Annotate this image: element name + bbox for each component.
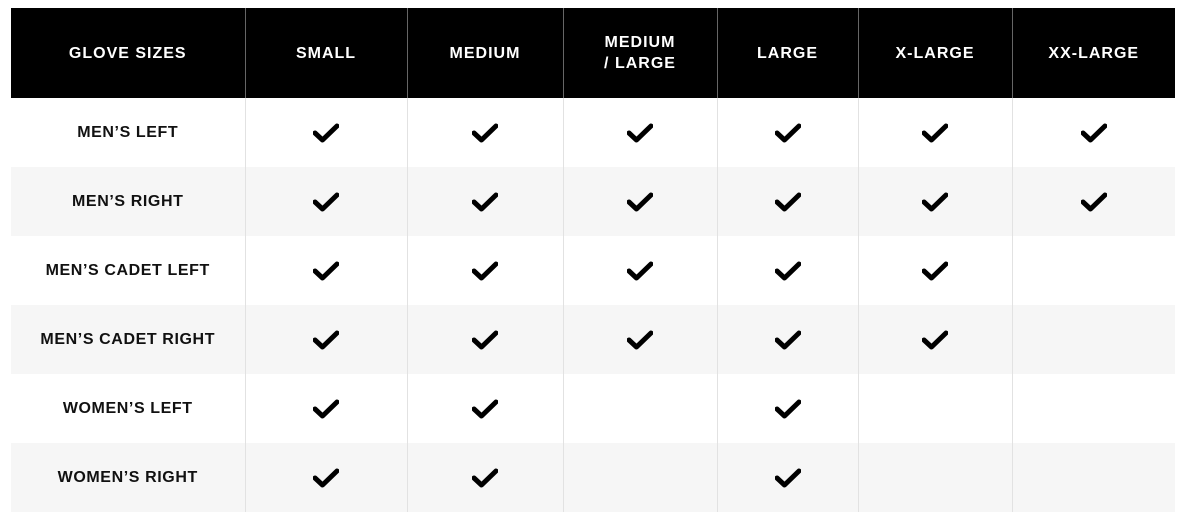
size-cell (562, 236, 717, 305)
checkmark-icon (472, 192, 498, 211)
size-cell (716, 374, 858, 443)
row-label: MEN’S CADET LEFT (45, 261, 210, 279)
size-cell (857, 305, 1012, 374)
checkmark-icon (313, 399, 339, 418)
checkmark-icon (472, 399, 498, 418)
size-cell (562, 305, 717, 374)
size-cell (244, 98, 407, 167)
checkmark-icon (922, 192, 948, 211)
size-cell (716, 236, 858, 305)
checkmark-icon (774, 399, 801, 418)
size-cell (716, 98, 858, 167)
table-row: MEN’S RIGHT (11, 167, 1175, 236)
size-cell (1011, 167, 1175, 236)
glove-size-table: GLOVE SIZES SMALL MEDIUM MEDIUM / LARGE … (11, 8, 1175, 512)
size-cell (1011, 374, 1175, 443)
size-cell (244, 236, 407, 305)
header-medium: MEDIUM (406, 8, 563, 98)
size-cell (562, 98, 717, 167)
size-cell (406, 167, 563, 236)
checkmark-icon (627, 192, 653, 211)
table-row: MEN’S CADET RIGHT (11, 305, 1175, 374)
size-cell (244, 305, 407, 374)
row-label: WOMEN’S RIGHT (11, 443, 245, 512)
size-cell (406, 236, 563, 305)
checkmark-icon (922, 261, 948, 280)
table-row: MEN’S LEFT (11, 98, 1175, 167)
table-row: WOMEN’S RIGHT (11, 443, 1175, 512)
size-cell (857, 443, 1012, 512)
row-label: MEN’S CADET RIGHT (11, 305, 245, 374)
row-label: MEN’S RIGHT (11, 167, 245, 236)
checkmark-icon (472, 123, 498, 142)
size-cell (562, 374, 717, 443)
checkmark-icon (774, 330, 801, 349)
checkmark-icon (313, 468, 339, 487)
size-cell (716, 305, 858, 374)
header-x-large: X-LARGE (857, 8, 1012, 98)
header-row: GLOVE SIZES SMALL MEDIUM MEDIUM / LARGE … (11, 8, 1175, 98)
size-cell (716, 167, 858, 236)
size-cell (857, 98, 1012, 167)
size-cell (244, 443, 407, 512)
checkmark-icon (1080, 192, 1107, 211)
checkmark-icon (922, 330, 948, 349)
table-row: WOMEN’S LEFT (11, 374, 1175, 443)
checkmark-icon (774, 261, 801, 280)
header-small: SMALL (244, 8, 407, 98)
header-medium-large: MEDIUM / LARGE (562, 8, 717, 98)
size-cell (1011, 305, 1175, 374)
size-cell (406, 443, 563, 512)
size-cell (562, 443, 717, 512)
size-cell (857, 236, 1012, 305)
checkmark-icon (472, 261, 498, 280)
header-large: LARGE (716, 8, 858, 98)
checkmark-icon (627, 330, 653, 349)
table-row: MEN’S CADET LEFT (11, 236, 1175, 305)
checkmark-icon (774, 192, 801, 211)
checkmark-icon (472, 330, 498, 349)
size-cell (1011, 236, 1175, 305)
checkmark-icon (627, 261, 653, 280)
checkmark-icon (313, 192, 339, 211)
checkmark-icon (313, 330, 339, 349)
header-glove-sizes: GLOVE SIZES (11, 8, 245, 98)
size-cell (244, 167, 407, 236)
checkmark-icon (774, 123, 801, 142)
size-cell (716, 443, 858, 512)
size-cell (406, 374, 563, 443)
size-cell (406, 98, 563, 167)
size-cell (1011, 98, 1175, 167)
checkmark-icon (313, 261, 339, 280)
size-cell (857, 374, 1012, 443)
size-cell (244, 374, 407, 443)
checkmark-icon (774, 468, 801, 487)
checkmark-icon (922, 123, 948, 142)
row-label: MEN’S LEFT (77, 123, 179, 141)
size-cell (562, 167, 717, 236)
size-cell (406, 305, 563, 374)
checkmark-icon (313, 123, 339, 142)
header-xx-large: XX-LARGE (1011, 8, 1175, 98)
checkmark-icon (627, 123, 653, 142)
row-label: WOMEN’S LEFT (62, 399, 193, 417)
checkmark-icon (1080, 123, 1107, 142)
size-cell (857, 167, 1012, 236)
checkmark-icon (472, 468, 498, 487)
size-cell (1011, 443, 1175, 512)
